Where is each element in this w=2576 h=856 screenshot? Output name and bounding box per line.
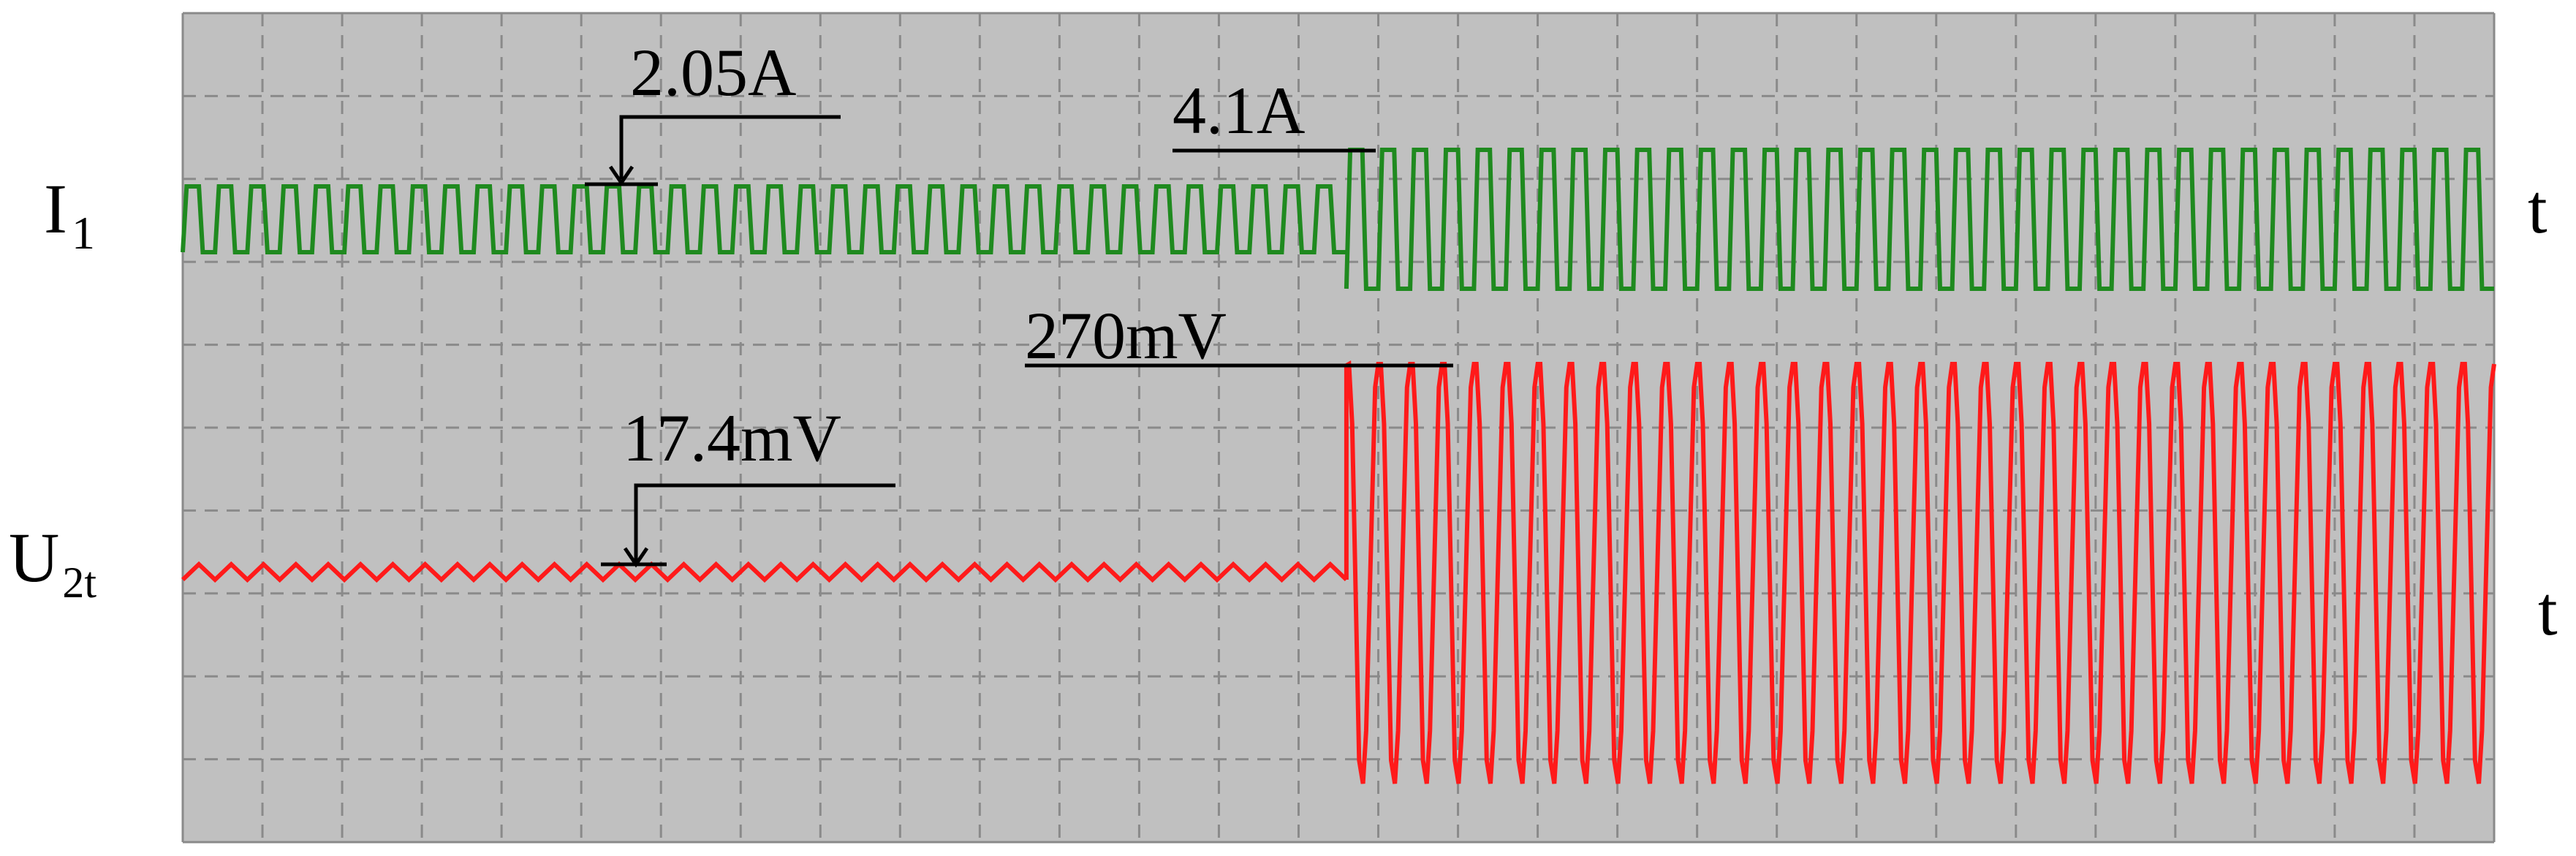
annotation-4-1a: 4.1A — [1173, 73, 1305, 148]
channel-label-i1: I1 — [44, 170, 95, 259]
trace-u2t-before — [181, 561, 1348, 583]
time-axis-label-u2t: t — [2538, 572, 2558, 650]
time-axis-label-i1: t — [2528, 170, 2547, 248]
leader-17-4mv — [634, 483, 895, 561]
leader-2-05a — [619, 115, 841, 179]
annotations — [585, 115, 1453, 568]
annotation-17-4mv: 17.4mV — [623, 401, 841, 475]
channel-label-u2t: U2t — [9, 518, 96, 607]
trace-u2t-after — [1344, 360, 2496, 784]
traces — [181, 148, 2496, 784]
annotation-2-05a: 2.05A — [630, 35, 796, 110]
grid — [181, 12, 2496, 844]
annotation-270mv: 270mV — [1025, 298, 1227, 373]
trace-i1-after — [1344, 148, 2494, 291]
trace-i1-before — [181, 184, 1346, 254]
